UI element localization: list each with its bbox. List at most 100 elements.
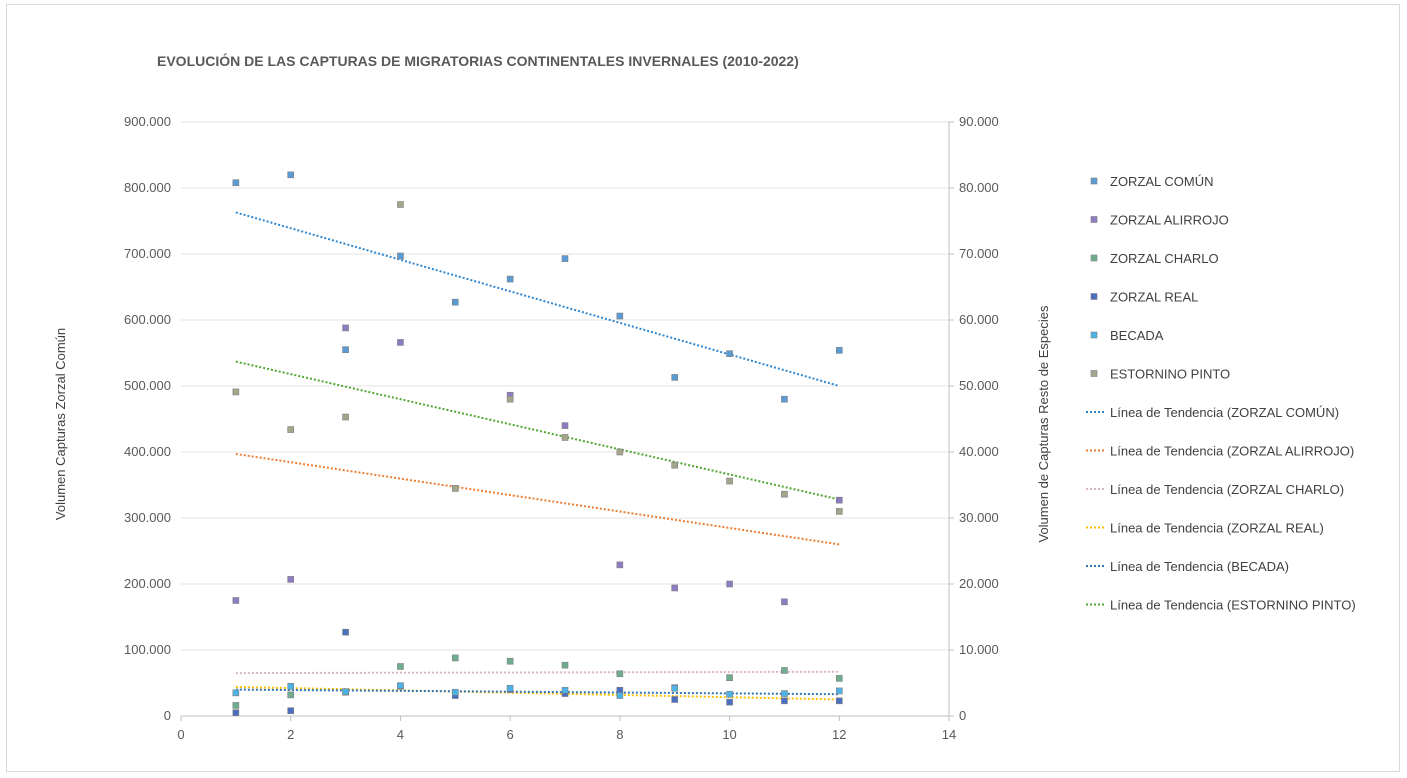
data-point [781,490,788,498]
data-point [726,674,733,682]
data-point [506,395,514,403]
data-point [451,298,459,306]
data-point [616,312,624,320]
x-tick-label: 4 [397,727,404,742]
data-point [287,576,295,583]
data-point [451,688,459,696]
y-tick-label-left: 400.000 [124,444,171,459]
y-tick-label-left: 700.000 [124,246,171,261]
y-tick-label-right: 80.000 [959,180,999,195]
data-point [835,675,843,682]
trendline [235,685,840,701]
data-point [232,388,240,396]
data-point [561,661,569,669]
data-point [726,698,733,706]
data-point [835,347,843,354]
data-point [397,682,404,689]
y-tick-label-right: 90.000 [959,114,999,129]
y-tick-label-left: 300.000 [124,510,171,525]
y-tick-label-right: 70.000 [959,246,999,261]
data-point [287,682,295,690]
legend-label: Línea de Tendencia (ZORZAL REAL) [1110,521,1324,536]
data-point [616,692,624,699]
data-point [835,508,843,515]
data-point [232,689,240,697]
axes: 0 100.000 200.000 300.000 400.000 500.000 600.… [124,114,999,742]
data-point [506,275,514,283]
trendlines [235,211,840,701]
data-point [616,670,624,678]
data-point [232,179,240,187]
data-points [232,171,843,717]
legend-marker [1090,254,1098,262]
y-tick-label-left: 600.000 [124,312,171,327]
data-point [287,691,295,699]
data-point [616,561,624,569]
data-point [287,707,295,715]
data-point [561,686,569,694]
data-point [287,171,295,179]
data-point [232,709,240,717]
data-point [835,496,843,504]
y-tick-label-left: 0 [164,708,171,723]
legend-label: ZORZAL REAL [1110,290,1198,305]
data-point [671,584,679,592]
data-point [781,690,788,697]
x-tick-label: 0 [177,727,184,742]
data-point [726,580,733,588]
data-point [287,426,295,433]
data-point [451,654,459,662]
legend-label: ZORZAL COMÚN [1110,174,1214,189]
trendline [235,670,840,675]
y-tick-label-left: 500.000 [124,378,171,393]
legend-label: ZORZAL ALIRROJO [1110,213,1229,228]
data-point [342,413,349,421]
data-point [835,687,843,695]
gridlines [181,121,949,651]
trendline [235,688,840,696]
x-tick-label: 10 [722,727,736,742]
legend-marker [1090,177,1098,185]
x-tick-label: 14 [942,727,956,742]
y-tick-label-right: 30.000 [959,510,999,525]
data-point [397,663,404,670]
legend-label: Línea de Tendencia (ZORZAL CHARLO) [1110,482,1344,497]
legend-marker [1090,293,1098,300]
legend-label: Línea de Tendencia (BECADA) [1110,559,1289,574]
x-tick-label: 2 [287,727,294,742]
legend-marker [1090,331,1098,339]
y-tick-label-right: 20.000 [959,576,999,591]
trendline [235,211,840,387]
y-tick-label-left: 200.000 [124,576,171,591]
data-point [342,688,349,695]
data-point [671,684,679,692]
legend-marker [1090,216,1098,223]
legend: ZORZAL COMÚN ZORZAL ALIRROJO ZORZAL CHARLO… [1086,174,1356,613]
data-point [835,697,843,705]
data-point [781,598,788,606]
y-tick-label-right: 60.000 [959,312,999,327]
data-point [671,696,679,703]
y-tick-label-right: 50.000 [959,378,999,393]
data-point [232,597,240,604]
data-point [506,657,514,665]
data-point [781,667,788,674]
data-point [342,346,349,354]
legend-label: Línea de Tendencia (ZORZAL ALIRROJO) [1110,444,1354,459]
y-tick-label-left: 100.000 [124,642,171,657]
legend-label: ZORZAL CHARLO [1110,251,1219,266]
data-point [671,461,679,469]
legend-label: Línea de Tendencia (ESTORNINO PINTO) [1110,598,1356,613]
chart-frame: EVOLUCIÓN DE LAS CAPTURAS DE MIGRATORIAS… [6,4,1400,772]
x-tick-label: 12 [832,727,846,742]
x-tick-label: 8 [616,727,623,742]
data-point [451,484,459,492]
data-point [781,395,788,403]
data-point [726,350,733,357]
x-tick-label: 6 [507,727,514,742]
y-axis-label-right: Volumen de Capturas Resto de Especies [1036,305,1051,543]
data-point [616,448,624,456]
data-point [506,684,514,692]
y-tick-label-right: 40.000 [959,444,999,459]
chart-svg: EVOLUCIÓN DE LAS CAPTURAS DE MIGRATORIAS… [53,52,1356,742]
